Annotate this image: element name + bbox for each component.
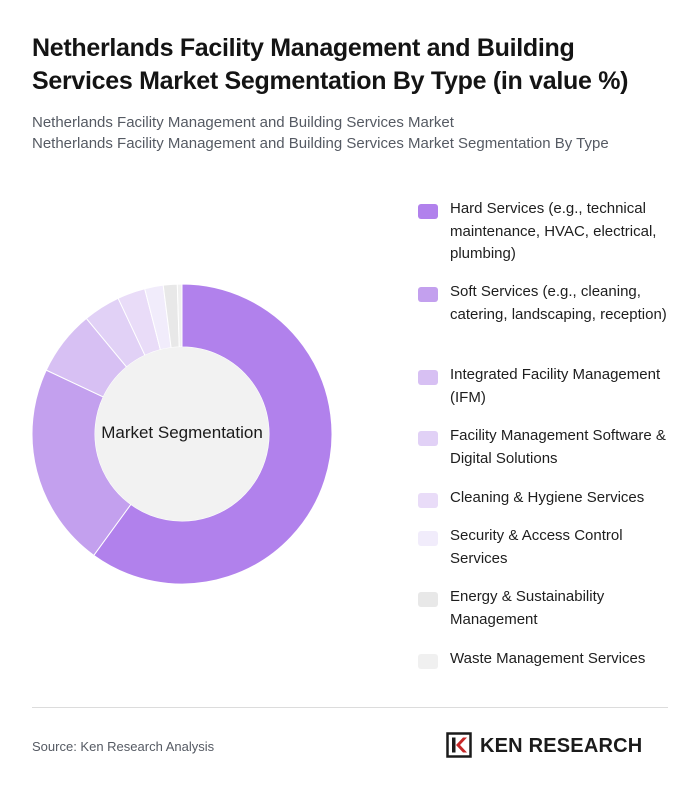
legend-label: Security & Access Control Services <box>450 527 623 567</box>
ken-research-logo-text: KEN RESEARCH <box>480 735 643 757</box>
legend-swatch <box>418 204 438 219</box>
legend-label: Waste Management Services <box>450 650 646 667</box>
footer-divider <box>32 707 668 708</box>
ken-research-logo-icon <box>446 732 472 758</box>
chart-subtitle: Netherlands Facility Management and Buil… <box>32 112 672 154</box>
legend-swatch <box>418 654 438 669</box>
ken-research-logo: KEN RESEARCH <box>446 731 670 761</box>
legend-swatch <box>418 370 438 385</box>
legend-label: Facility Management Software & Digital S… <box>450 427 666 467</box>
donut-hole <box>95 347 269 521</box>
donut-chart <box>31 283 333 585</box>
legend-swatch <box>418 592 438 607</box>
legend-label: Hard Services (e.g., technical maintenan… <box>450 200 657 262</box>
legend-label: Integrated Facility Management (IFM) <box>450 366 661 406</box>
chart-title: Netherlands Facility Management and Buil… <box>32 34 629 95</box>
source-note: Source: Ken Research Analysis <box>32 739 215 754</box>
legend-label: Cleaning & Hygiene Services <box>450 489 645 506</box>
subtitle-line-1: Netherlands Facility Management and Buil… <box>32 114 454 131</box>
legend-label: Energy & Sustainability Management <box>450 588 605 628</box>
donut-center-label: Market Segmentation <box>101 423 263 442</box>
legend-swatch <box>418 493 438 508</box>
legend-swatch <box>418 431 438 446</box>
legend-label: Soft Services (e.g., cleaning, catering,… <box>450 283 667 323</box>
legend-swatch <box>418 531 438 546</box>
subtitle-line-2: Netherlands Facility Management and Buil… <box>32 135 609 152</box>
legend-swatch <box>418 287 438 302</box>
